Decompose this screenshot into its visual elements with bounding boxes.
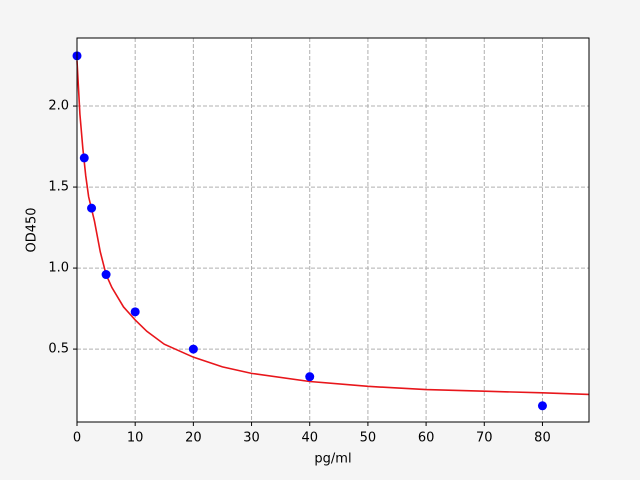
y-tick-label: 1.5 (48, 180, 69, 195)
x-tick-label: 0 (73, 431, 81, 446)
fit-curve (76, 60, 590, 396)
y-tick-label: 1.0 (48, 261, 69, 276)
x-axis-label: pg/ml (314, 452, 351, 467)
x-tick-label: 40 (301, 431, 318, 446)
x-tick-label: 20 (185, 431, 202, 446)
data-point (101, 270, 111, 280)
x-tick-label: 80 (534, 431, 551, 446)
axes-frame (76, 37, 590, 423)
data-point (79, 153, 89, 163)
data-point (305, 372, 315, 382)
plot-area (77, 38, 589, 422)
x-tick-label: 30 (243, 431, 260, 446)
x-tick-label: 60 (418, 431, 435, 446)
y-tick-label: 0.5 (48, 342, 69, 357)
data-point (87, 203, 97, 213)
x-tick-label: 70 (476, 431, 493, 446)
x-tick-label: 10 (127, 431, 144, 446)
y-axis-label: OD450 (25, 207, 40, 252)
data-point (130, 307, 140, 317)
data-point (188, 344, 198, 354)
x-tick-label: 50 (360, 431, 377, 446)
data-point (537, 401, 547, 411)
y-tick-label: 2.0 (48, 99, 69, 114)
